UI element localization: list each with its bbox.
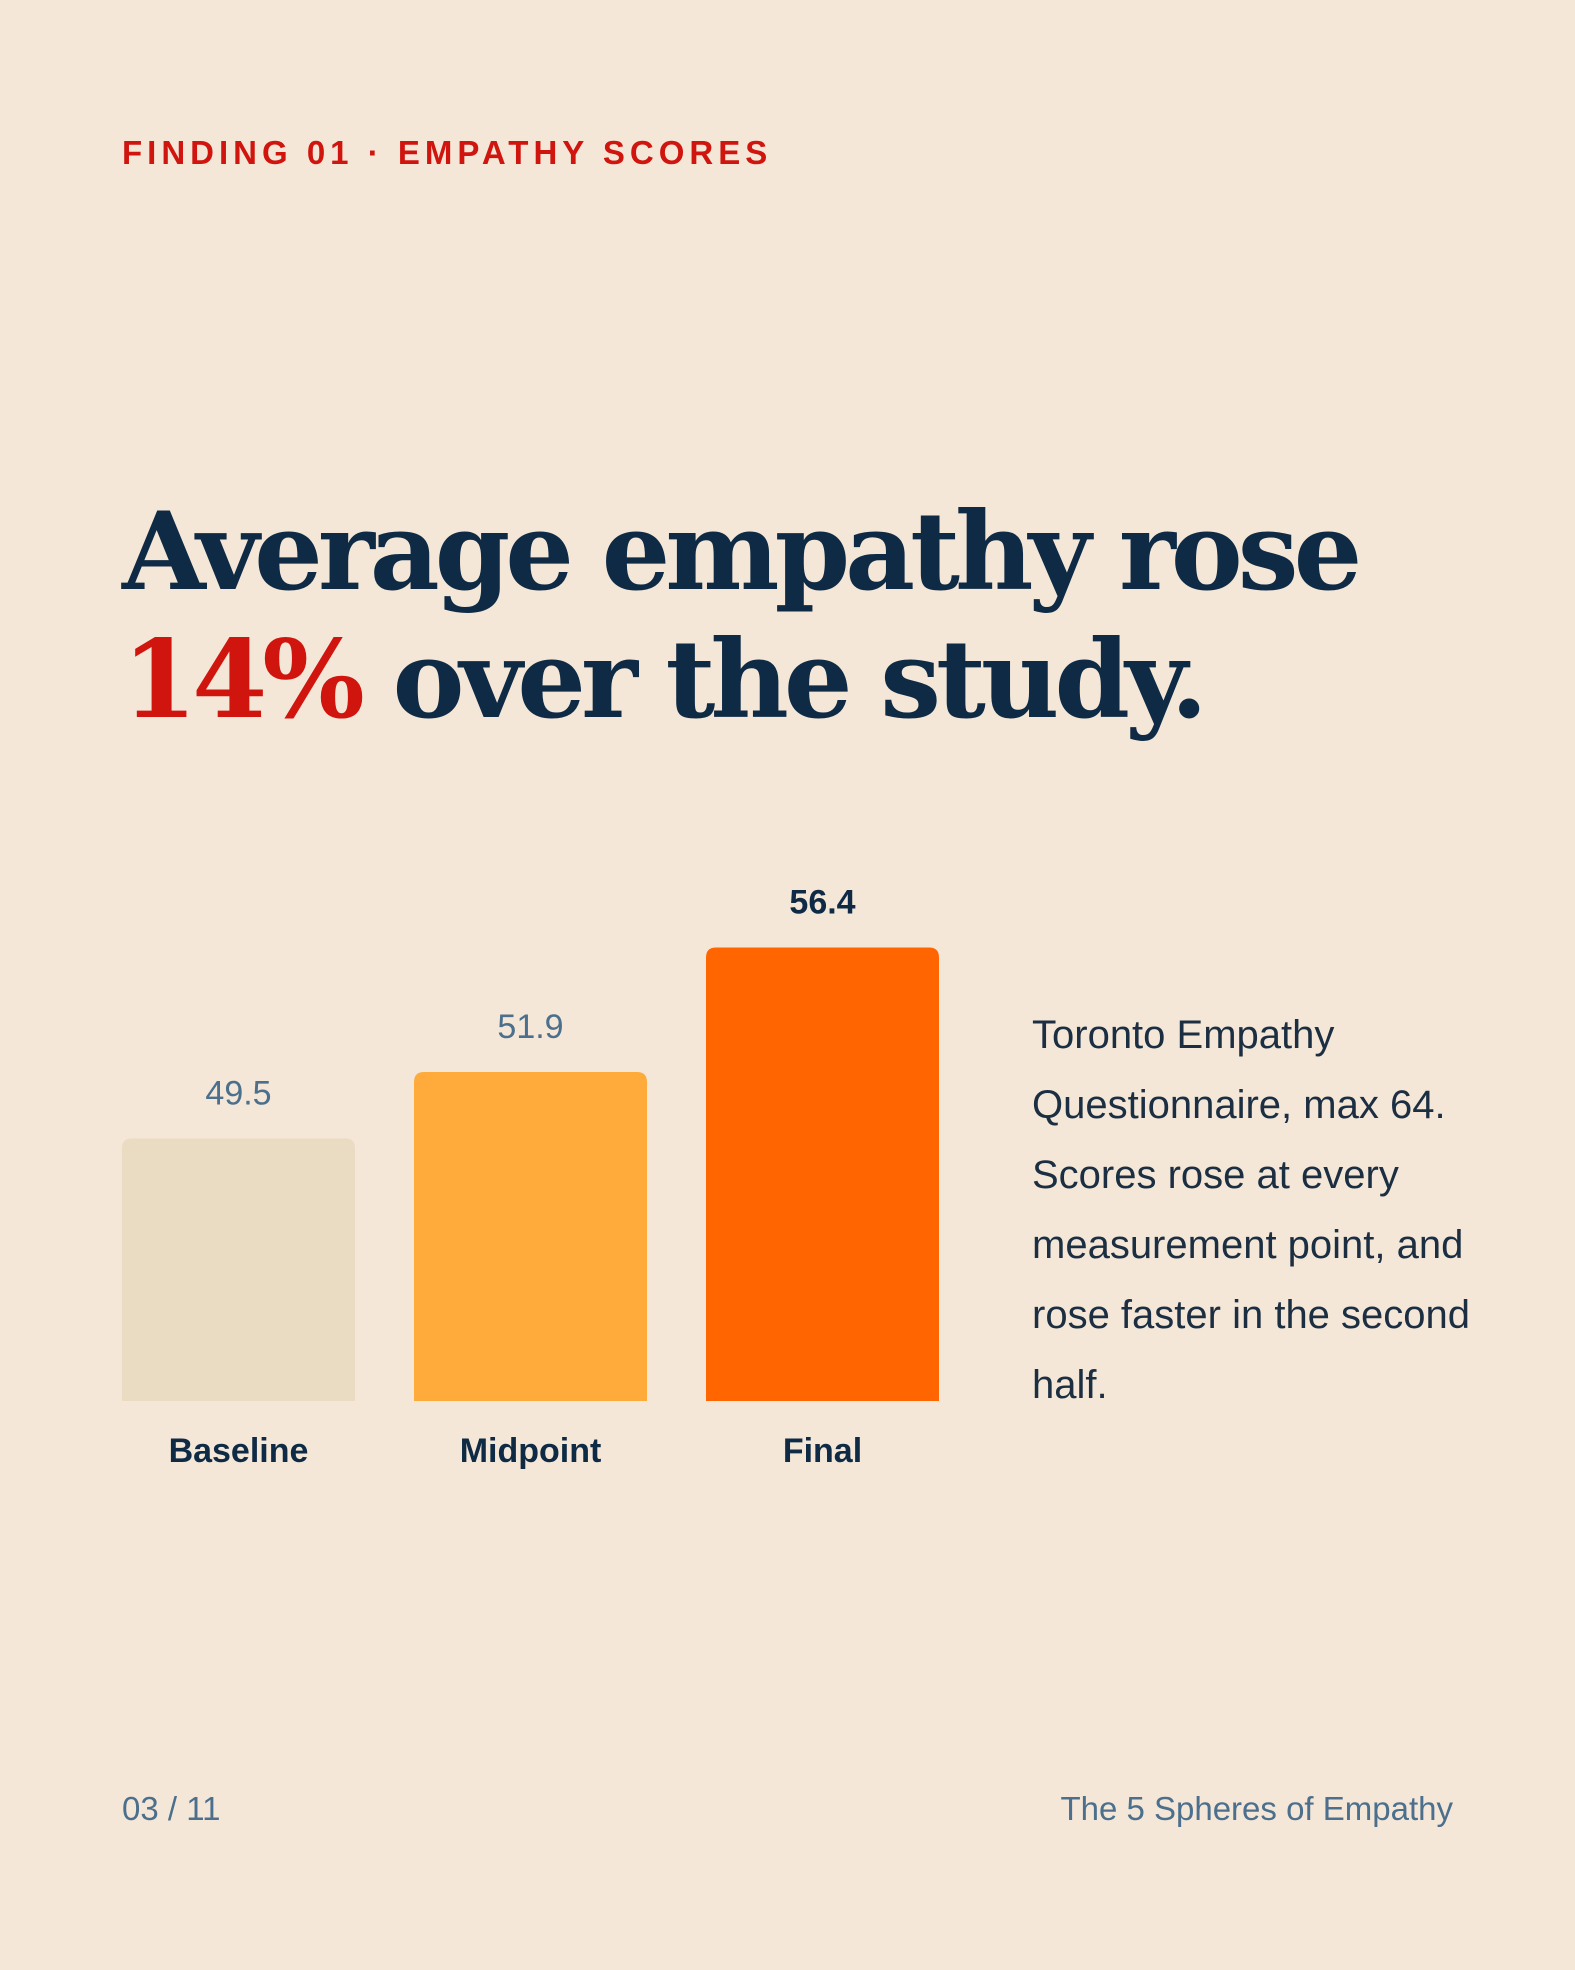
headline: Average empathy rose 14% over the study. [122, 488, 1422, 744]
headline-text: Average empathy rose [122, 489, 1362, 615]
value-label-midpoint: 51.9 [497, 1008, 563, 1046]
headline-highlight: 14% [122, 617, 365, 743]
category-label-midpoint: Midpoint [460, 1432, 602, 1470]
bar-final [706, 947, 939, 1401]
bars-layer: 49.5 Baseline 51.9 Midpoint 56.4 Final [122, 884, 939, 1470]
category-label-final: Final [783, 1432, 862, 1470]
value-label-baseline: 49.5 [205, 1074, 271, 1112]
series-title: The 5 Spheres of Empathy [1060, 1790, 1453, 1827]
eyebrow-label: FINDING 01 · EMPATHY SCORES [122, 134, 773, 171]
chart-caption: Toronto Empathy Questionnaire, max 64. S… [1032, 1013, 1471, 1407]
page-number: 03 / 11 [122, 1790, 221, 1827]
value-label-final: 56.4 [789, 884, 855, 922]
bar-chart: 49.5 Baseline 51.9 Midpoint 56.4 Final [122, 884, 939, 1470]
headline-text-end: over the study. [359, 617, 1208, 743]
category-label-baseline: Baseline [169, 1432, 309, 1470]
bar-midpoint [414, 1071, 647, 1401]
bar-baseline [122, 1138, 355, 1401]
